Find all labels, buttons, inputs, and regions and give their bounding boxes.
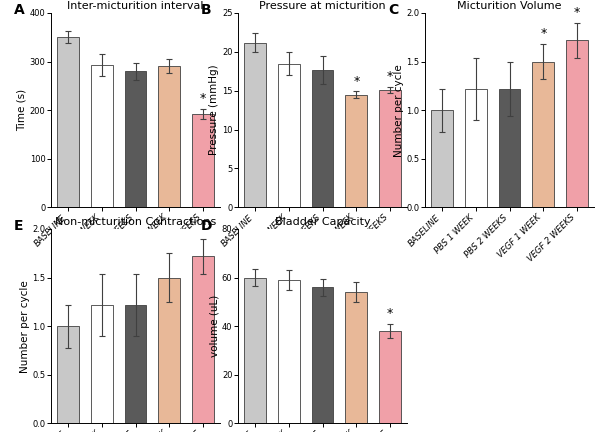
- Text: *: *: [353, 75, 359, 88]
- Text: E: E: [14, 219, 23, 233]
- Bar: [158, 278, 180, 423]
- Text: C: C: [388, 3, 398, 17]
- Bar: [346, 95, 367, 207]
- Bar: [379, 331, 401, 423]
- Text: *: *: [540, 27, 547, 40]
- Bar: [158, 66, 180, 207]
- Y-axis label: Pressure (mmHg): Pressure (mmHg): [209, 65, 219, 156]
- Title: Non-micturition Contractions: Non-micturition Contractions: [55, 217, 216, 227]
- Bar: [532, 62, 554, 207]
- Text: *: *: [387, 70, 393, 83]
- Bar: [431, 110, 453, 207]
- Text: D: D: [201, 219, 212, 233]
- Bar: [91, 65, 113, 207]
- Bar: [244, 42, 266, 207]
- Text: B: B: [201, 3, 211, 17]
- Y-axis label: Number per cycle: Number per cycle: [394, 64, 404, 156]
- Bar: [311, 287, 334, 423]
- Bar: [244, 278, 266, 423]
- Title: Inter-micturition interval: Inter-micturition interval: [67, 1, 204, 11]
- Y-axis label: volume (uL): volume (uL): [209, 295, 219, 357]
- Bar: [278, 64, 299, 207]
- Text: *: *: [387, 307, 393, 320]
- Bar: [57, 37, 79, 207]
- Title: Bladder Capacity: Bladder Capacity: [275, 217, 370, 227]
- Bar: [91, 305, 113, 423]
- Y-axis label: Number per cycle: Number per cycle: [20, 280, 29, 372]
- Text: A: A: [14, 3, 25, 17]
- Y-axis label: Time (s): Time (s): [17, 89, 27, 131]
- Bar: [311, 70, 334, 207]
- Bar: [125, 71, 146, 207]
- Bar: [192, 114, 214, 207]
- Bar: [57, 326, 79, 423]
- Bar: [125, 305, 146, 423]
- Bar: [566, 40, 588, 207]
- Bar: [192, 256, 214, 423]
- Bar: [346, 292, 367, 423]
- Bar: [499, 89, 520, 207]
- Title: Micturition Volume: Micturition Volume: [457, 1, 562, 11]
- Title: Pressure at micturition: Pressure at micturition: [259, 1, 386, 11]
- Text: *: *: [200, 92, 206, 105]
- Bar: [465, 89, 487, 207]
- Bar: [379, 90, 401, 207]
- Bar: [278, 280, 299, 423]
- Text: *: *: [574, 6, 580, 19]
